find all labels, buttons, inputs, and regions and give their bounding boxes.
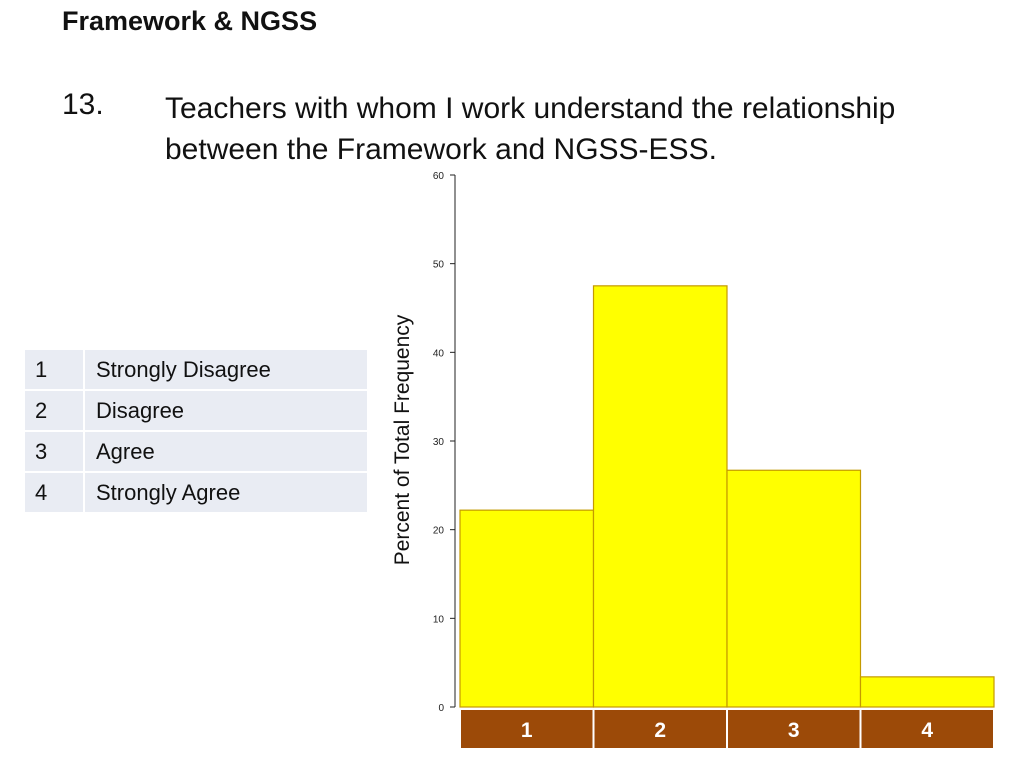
x-tick-label: 3: [788, 719, 800, 742]
x-tick-label: 2: [654, 719, 666, 742]
x-tick-label: 1: [521, 719, 533, 742]
question-number: 13.: [62, 88, 104, 121]
bar: [859, 676, 995, 708]
slide-title: Framework & NGSS: [62, 6, 318, 36]
legend-label: Agree: [85, 432, 367, 473]
legend-row: 3 Agree: [25, 432, 367, 473]
legend-key: 1: [25, 350, 85, 391]
y-tick-label: 40: [433, 348, 445, 359]
y-tick-label: 30: [433, 437, 445, 448]
bar: [726, 469, 862, 708]
legend-key: 3: [25, 432, 85, 473]
legend-label: Strongly Disagree: [85, 350, 367, 391]
y-tick-label: 10: [433, 614, 445, 625]
legend-label: Strongly Agree: [85, 473, 367, 514]
y-tick-label: 50: [433, 260, 445, 271]
category-cell: [859, 708, 995, 750]
y-tick-label: 20: [433, 526, 445, 537]
legend-label: Disagree: [85, 391, 367, 432]
category-cell: [726, 708, 862, 750]
legend-row: 4 Strongly Agree: [25, 473, 367, 514]
y-tick-label: 60: [433, 171, 445, 182]
legend-row: 1 Strongly Disagree: [25, 350, 367, 391]
bar: [592, 285, 728, 708]
legend-row: 2 Disagree: [25, 391, 367, 432]
legend-table: 1 Strongly Disagree 2 Disagree 3 Agree 4…: [25, 350, 367, 514]
legend-key: 2: [25, 391, 85, 432]
y-tick-label: 0: [438, 703, 444, 714]
x-tick-label: 4: [921, 719, 933, 742]
legend-key: 4: [25, 473, 85, 514]
question-text: Teachers with whom I work understand the…: [165, 92, 896, 166]
bar: [459, 509, 595, 708]
